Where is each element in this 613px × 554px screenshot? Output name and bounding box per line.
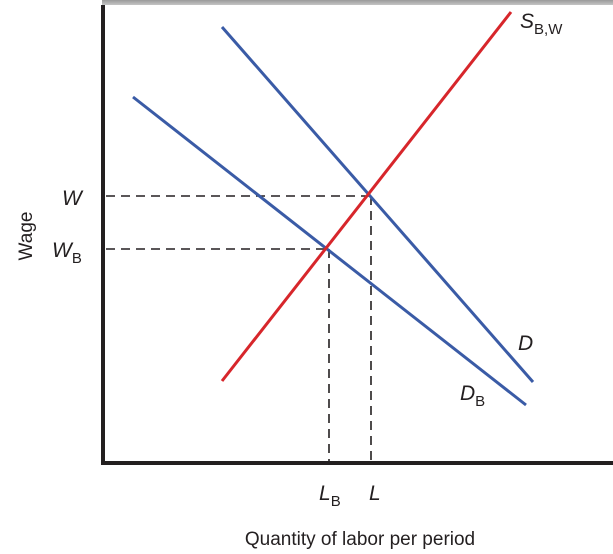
curve-label-s: SB,W [520,10,563,38]
tick-main: W [62,187,84,210]
y-tick-wb: WB [52,239,82,267]
demand-line [220,26,535,383]
supply-line [220,11,513,382]
tick-main: L [319,482,331,505]
y-axis-label: Wage [16,212,37,261]
y-tick-w: W [62,187,84,210]
tick-sub: B [331,493,341,510]
curve-sub: B,W [534,21,563,38]
plot-area [104,5,613,461]
tick-sub: B [72,250,82,267]
tick-main: W [52,239,74,262]
guides [106,195,372,461]
tick-main: L [369,482,381,505]
curve-sub: B [475,393,485,410]
curve-label-d: D [518,332,533,355]
curve-main: D [460,382,475,405]
curve-main: S [520,10,534,33]
x-tick-lb: LB [319,482,341,510]
curve-label-db: DB [460,382,485,410]
x-tick-l: L [369,482,381,505]
demand-b-line [132,95,527,407]
x-axis-label: Quantity of labor per period [245,529,475,550]
curve-main: D [518,332,533,355]
